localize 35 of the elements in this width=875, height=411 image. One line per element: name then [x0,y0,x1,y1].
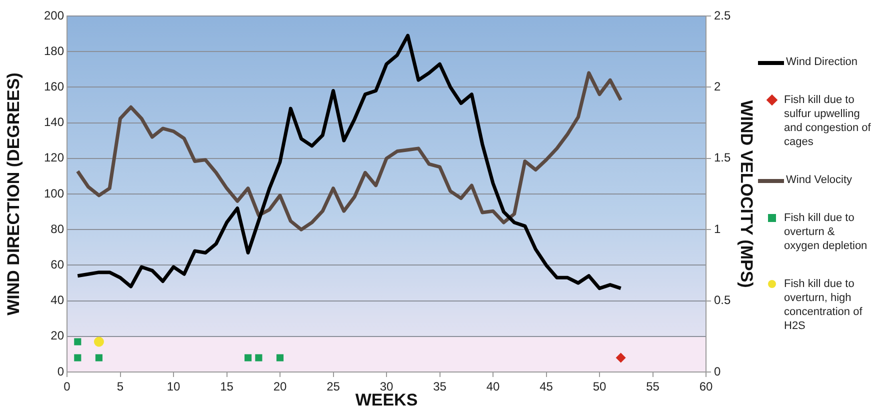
x-tick-label: 60 [699,380,713,394]
y-tick-label: 80 [50,222,64,236]
y-tick-label: 100 [44,186,64,200]
x-tick-label: 25 [326,380,340,394]
y2-tick-label: 2 [714,80,721,94]
legend-label: Wind Direction [786,55,858,69]
y-tick-label: 140 [44,115,64,130]
y2-tick-label: 1 [714,222,721,236]
y2-tick-label: 1.5 [714,150,732,165]
x-tick-label: 20 [273,380,287,394]
legend-label: Fish kill due to overturn, high concentration of H2S [784,277,864,333]
y-tick-label: 20 [50,328,64,343]
y-tick-label: 60 [50,258,64,272]
y2-tick-label: 0.5 [714,293,732,308]
legend-label: Fish kill due to overturn & oxygen depletion [784,211,868,253]
legend-label: Wind Velocity [786,173,852,187]
x-tick-label: 35 [433,380,447,394]
x-tick-label: 15 [220,380,234,394]
y-axis-title: WIND DIRECTION (DEGREES) [4,72,23,316]
x-tick-label: 55 [646,380,660,394]
y2-tick-label: 0 [714,364,721,378]
x-tick-label: 5 [116,380,124,394]
y-tick-label: 160 [44,80,64,94]
y-tick-label: 40 [50,293,64,308]
y-tick-label: 200 [44,8,64,22]
y-tick-label: 180 [44,44,64,58]
y2-axis-title: WIND VELOCITY (MPS) [737,100,756,288]
y-tick-label: 0 [57,364,64,378]
y2-tick-label: 2.5 [714,8,732,22]
x-tick-label: 45 [540,380,554,394]
x-tick-label: 50 [592,380,606,394]
legend-label: Fish kill due to sulfur upwelling and congestion of cages [784,93,872,149]
y-tick-label: 120 [44,150,64,165]
x-tick-label: 40 [486,380,500,394]
x-tick-label: 10 [166,380,180,394]
